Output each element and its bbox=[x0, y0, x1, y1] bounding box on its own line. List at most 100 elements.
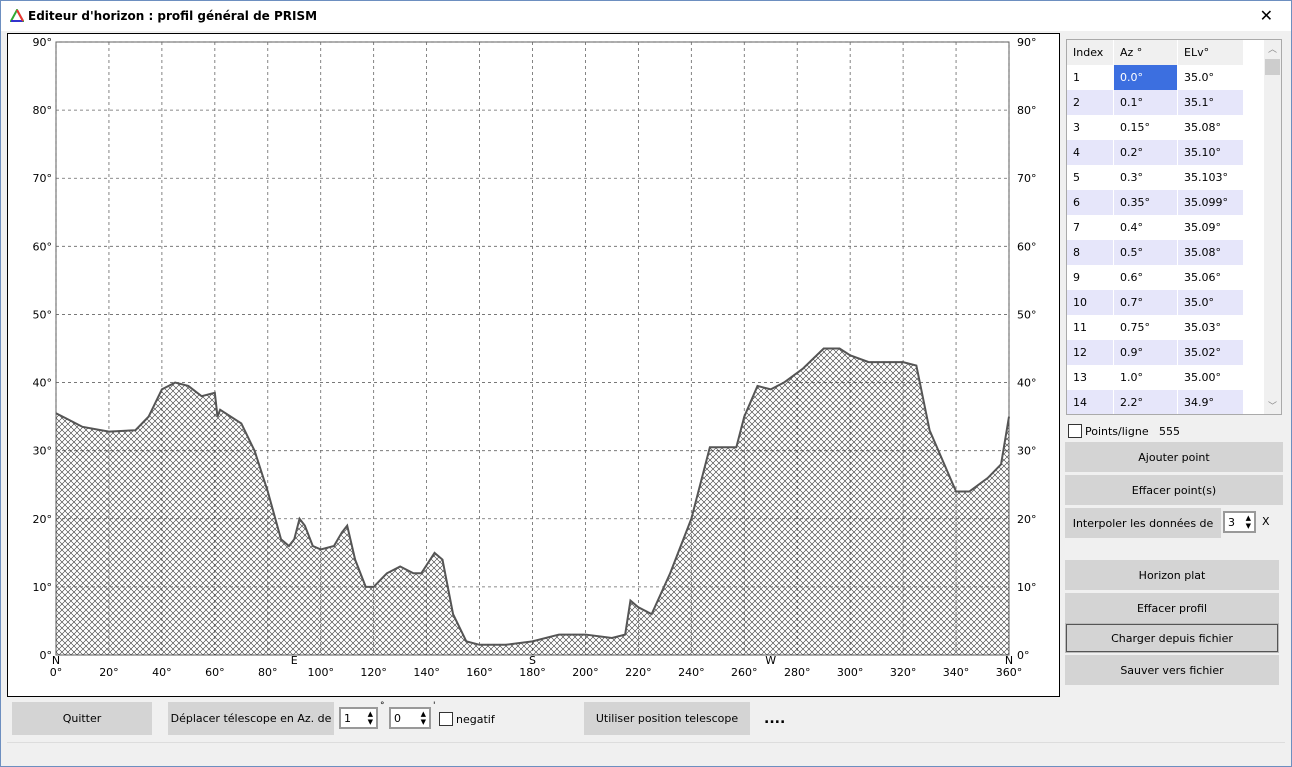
cell-elv[interactable]: 35.02° bbox=[1178, 340, 1244, 365]
x-tick-label: 80° bbox=[258, 666, 278, 679]
cell-az[interactable]: 0.7° bbox=[1114, 290, 1178, 315]
table-row[interactable]: 5 0.3° 35.103° bbox=[1067, 165, 1244, 190]
x-tick-label: 340° bbox=[943, 666, 970, 679]
table-row[interactable]: 11 0.75° 35.03° bbox=[1067, 315, 1244, 340]
quit-button[interactable]: Quitter bbox=[12, 702, 152, 735]
cell-index[interactable]: 13 bbox=[1067, 365, 1114, 390]
table-row[interactable]: 6 0.35° 35.099° bbox=[1067, 190, 1244, 215]
table-row[interactable]: 10 0.7° 35.0° bbox=[1067, 290, 1244, 315]
cell-az[interactable]: 0.15° bbox=[1114, 115, 1178, 140]
cell-az[interactable]: 0.5° bbox=[1114, 240, 1178, 265]
cell-index[interactable]: 10 bbox=[1067, 290, 1114, 315]
x-tick-label: 140° bbox=[413, 666, 440, 679]
cell-az[interactable]: 0.1° bbox=[1114, 90, 1178, 115]
cell-elv[interactable]: 34.9° bbox=[1178, 390, 1244, 414]
table-row[interactable]: 9 0.6° 35.06° bbox=[1067, 265, 1244, 290]
header-az[interactable]: Az ° bbox=[1114, 40, 1178, 65]
table-row[interactable]: 8 0.5° 35.08° bbox=[1067, 240, 1244, 265]
cell-az[interactable]: 2.2° bbox=[1114, 390, 1178, 414]
table-row[interactable]: 1 0.0° 35.0° bbox=[1067, 65, 1244, 90]
cell-index[interactable]: 4 bbox=[1067, 140, 1114, 165]
horizon-chart[interactable]: 0° 0° 10° 10° 20° 20° 30° 30° 40° 40° 50° 50° 60° 60°… bbox=[7, 33, 1060, 697]
header-index[interactable]: Index bbox=[1067, 40, 1114, 65]
cell-index[interactable]: 3 bbox=[1067, 115, 1114, 140]
use-telescope-position-button[interactable]: Utiliser position telescope bbox=[584, 702, 750, 735]
cell-elv[interactable]: 35.06° bbox=[1178, 265, 1244, 290]
chart-svg[interactable]: 0° 0° 10° 10° 20° 20° 30° 30° 40° 40° 50° 50° 60° 60°… bbox=[8, 34, 1059, 696]
table-row[interactable]: 4 0.2° 35.10° bbox=[1067, 140, 1244, 165]
cell-elv[interactable]: 35.0° bbox=[1178, 290, 1244, 315]
cell-index[interactable]: 8 bbox=[1067, 240, 1114, 265]
move-telescope-button[interactable]: Déplacer télescope en Az. de bbox=[168, 702, 334, 735]
cell-index[interactable]: 14 bbox=[1067, 390, 1114, 414]
points-table[interactable]: Index Az ° ELv° 1 0.0° 35.0° 2 0.1° 35.1° 3 0.1… bbox=[1066, 39, 1282, 415]
table-row[interactable]: 13 1.0° 35.00° bbox=[1067, 365, 1244, 390]
cell-elv[interactable]: 35.0° bbox=[1178, 65, 1244, 90]
compass-label: W bbox=[765, 654, 776, 667]
clear-profile-button[interactable]: Effacer profil bbox=[1065, 593, 1279, 623]
cell-elv[interactable]: 35.00° bbox=[1178, 365, 1244, 390]
cell-elv[interactable]: 35.10° bbox=[1178, 140, 1244, 165]
y-tick-label-left: 20° bbox=[33, 513, 53, 526]
y-tick-label-left: 80° bbox=[33, 104, 53, 117]
cell-index[interactable]: 9 bbox=[1067, 265, 1114, 290]
table-row[interactable]: 7 0.4° 35.09° bbox=[1067, 215, 1244, 240]
window-title: Editeur d'horizon : profil général de PR… bbox=[28, 9, 318, 23]
load-file-button[interactable]: Charger depuis fichier bbox=[1065, 623, 1279, 653]
cell-index[interactable]: 12 bbox=[1067, 340, 1114, 365]
cell-elv[interactable]: 35.09° bbox=[1178, 215, 1244, 240]
x-tick-label: 40° bbox=[152, 666, 172, 679]
interpolate-spinner[interactable]: 3 ▲ ▼ bbox=[1223, 511, 1256, 533]
title-bar: Editeur d'horizon : profil général de PR… bbox=[1, 1, 1291, 31]
cell-az[interactable]: 0.9° bbox=[1114, 340, 1178, 365]
table-row[interactable]: 12 0.9° 35.02° bbox=[1067, 340, 1244, 365]
cell-index[interactable]: 11 bbox=[1067, 315, 1114, 340]
negatif-checkbox[interactable] bbox=[439, 712, 453, 726]
cell-index[interactable]: 7 bbox=[1067, 215, 1114, 240]
status-bar-divider bbox=[7, 742, 1285, 743]
y-tick-label-left: 0° bbox=[40, 649, 53, 662]
table-row[interactable]: 14 2.2° 34.9° bbox=[1067, 390, 1244, 414]
spin-arrows-icon[interactable]: ▲ ▼ bbox=[1245, 514, 1251, 530]
table-scrollbar[interactable]: ︿ ﹀ bbox=[1264, 40, 1281, 414]
cell-az[interactable]: 0.4° bbox=[1114, 215, 1178, 240]
y-tick-label-left: 40° bbox=[33, 377, 53, 390]
table-row[interactable]: 3 0.15° 35.08° bbox=[1067, 115, 1244, 140]
cell-az[interactable]: 0.2° bbox=[1114, 140, 1178, 165]
cell-az[interactable]: 0.3° bbox=[1114, 165, 1178, 190]
minutes-spinner[interactable]: 0 ▲ ▼ bbox=[389, 707, 431, 729]
cell-elv[interactable]: 35.103° bbox=[1178, 165, 1244, 190]
cell-elv[interactable]: 35.099° bbox=[1178, 190, 1244, 215]
table-row[interactable]: 2 0.1° 35.1° bbox=[1067, 90, 1244, 115]
interpolate-button[interactable]: Interpoler les données de bbox=[1065, 508, 1221, 538]
cell-index[interactable]: 2 bbox=[1067, 90, 1114, 115]
add-point-button[interactable]: Ajouter point bbox=[1065, 442, 1283, 472]
cell-elv[interactable]: 35.1° bbox=[1178, 90, 1244, 115]
cell-az[interactable]: 0.0° bbox=[1114, 65, 1178, 90]
cell-index[interactable]: 6 bbox=[1067, 190, 1114, 215]
points-ligne-checkbox[interactable] bbox=[1068, 424, 1082, 438]
cell-az[interactable]: 0.6° bbox=[1114, 265, 1178, 290]
cell-az[interactable]: 0.35° bbox=[1114, 190, 1178, 215]
x-tick-label: 360° bbox=[996, 666, 1023, 679]
cell-elv[interactable]: 35.08° bbox=[1178, 115, 1244, 140]
scroll-thumb[interactable] bbox=[1265, 59, 1280, 75]
header-elv[interactable]: ELv° bbox=[1178, 40, 1244, 65]
save-file-button[interactable]: Sauver vers fichier bbox=[1065, 655, 1279, 685]
cell-az[interactable]: 1.0° bbox=[1114, 365, 1178, 390]
close-icon[interactable]: ✕ bbox=[1259, 6, 1273, 25]
spin-arrows-icon[interactable]: ▲ ▼ bbox=[367, 710, 373, 726]
cell-az[interactable]: 0.75° bbox=[1114, 315, 1178, 340]
spin-arrows-icon[interactable]: ▲ ▼ bbox=[420, 710, 426, 726]
y-tick-label-right: 50° bbox=[1017, 308, 1037, 321]
cell-elv[interactable]: 35.08° bbox=[1178, 240, 1244, 265]
delete-points-button[interactable]: Effacer point(s) bbox=[1065, 475, 1283, 505]
minutes-unit: ' bbox=[433, 701, 436, 711]
cell-index[interactable]: 1 bbox=[1067, 65, 1114, 90]
cell-index[interactable]: 5 bbox=[1067, 165, 1114, 190]
degrees-spinner[interactable]: 1 ▲ ▼ bbox=[339, 707, 378, 729]
flat-horizon-button[interactable]: Horizon plat bbox=[1065, 560, 1279, 590]
horizon-profile-line[interactable] bbox=[55, 347, 1010, 646]
cell-elv[interactable]: 35.03° bbox=[1178, 315, 1244, 340]
